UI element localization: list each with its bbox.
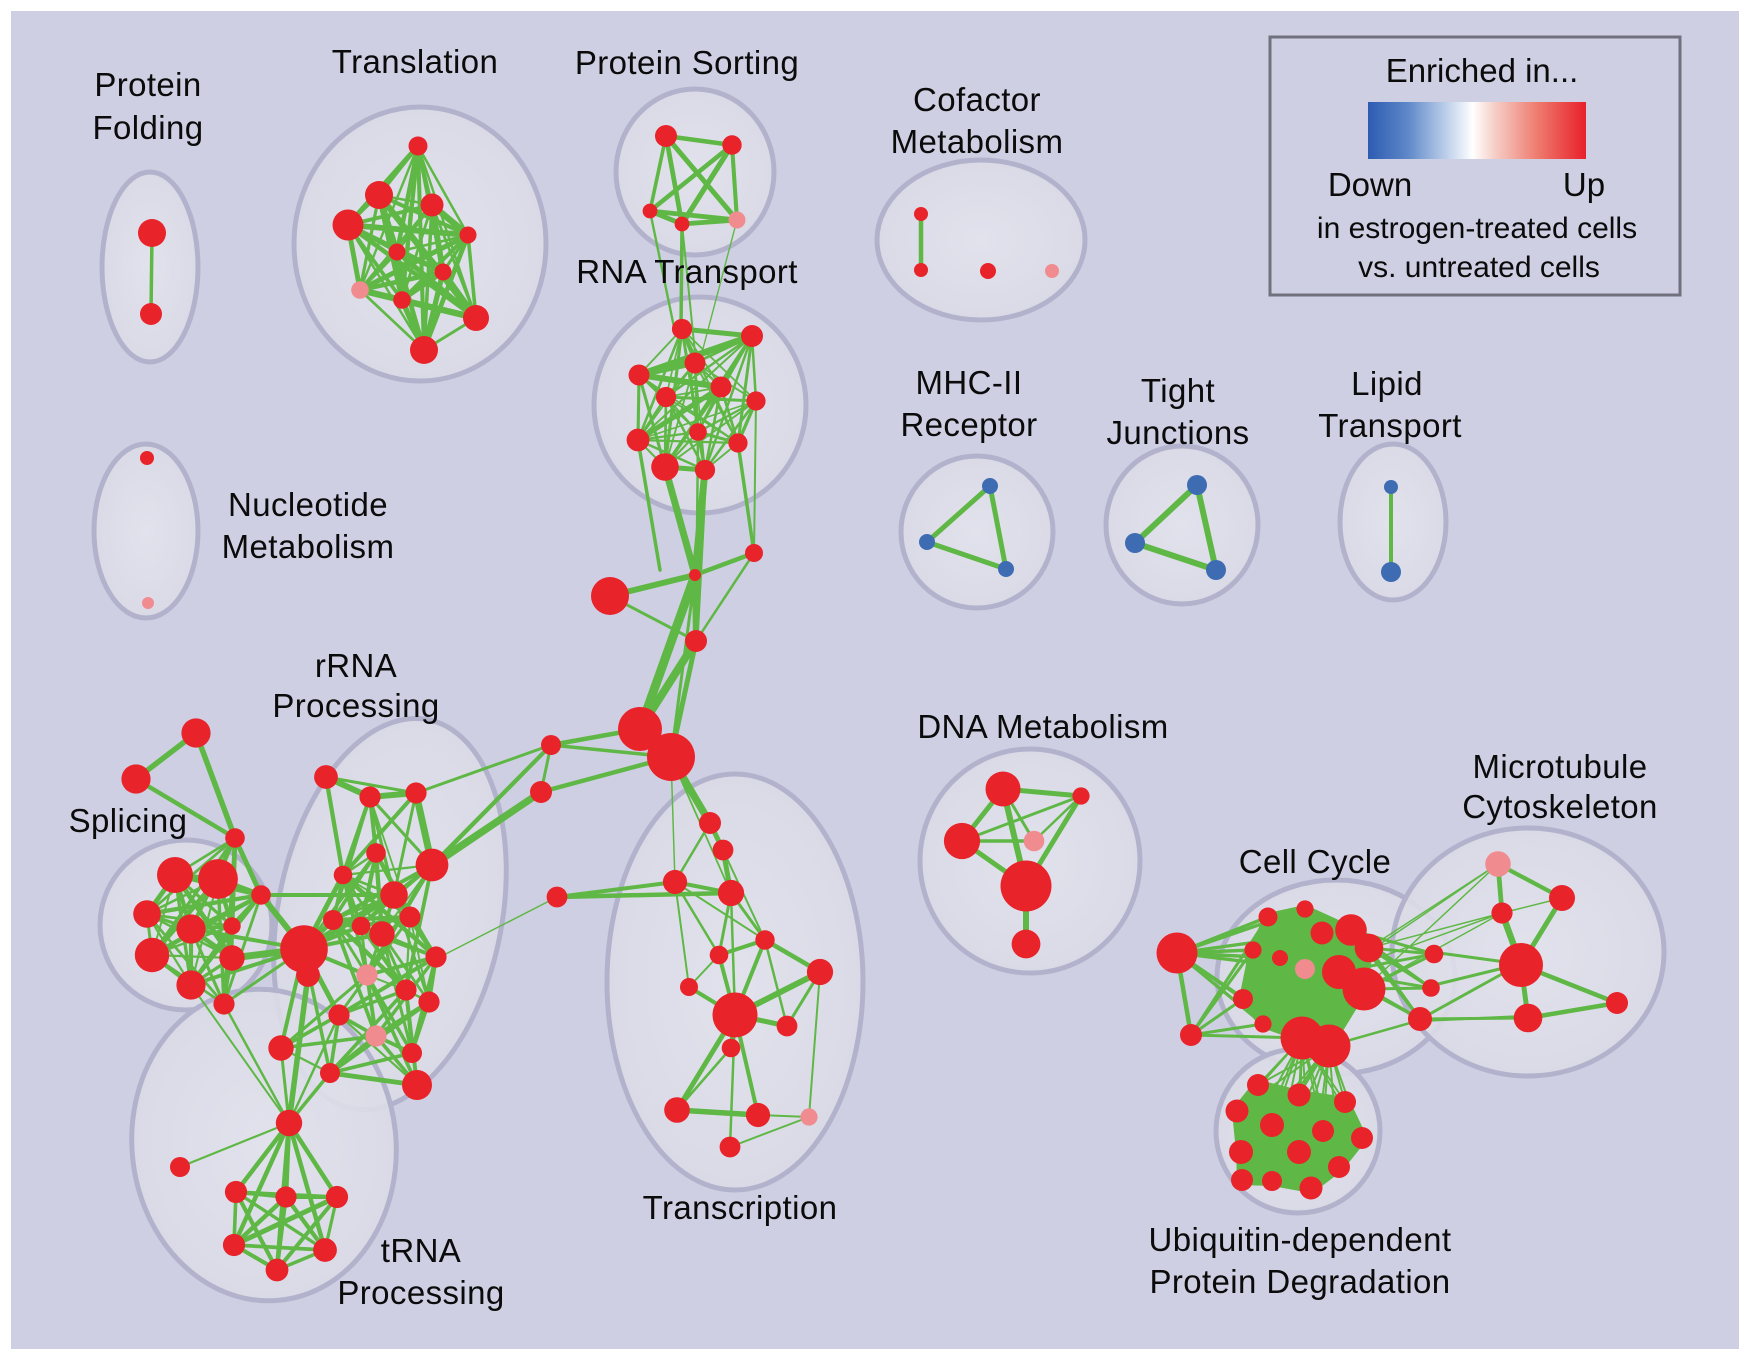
svg-text:Microtubule: Microtubule — [1473, 748, 1648, 785]
svg-text:Receptor: Receptor — [900, 406, 1037, 443]
svg-text:Up: Up — [1563, 166, 1605, 203]
svg-text:Transcription: Transcription — [643, 1189, 838, 1226]
svg-text:Transport: Transport — [1318, 407, 1462, 444]
svg-text:Enriched in...: Enriched in... — [1386, 52, 1579, 89]
svg-text:Cofactor: Cofactor — [913, 81, 1041, 118]
svg-text:Down: Down — [1328, 166, 1412, 203]
svg-text:Metabolism: Metabolism — [222, 528, 395, 565]
svg-text:Protein Sorting: Protein Sorting — [575, 44, 799, 81]
svg-text:Protein Degradation: Protein Degradation — [1149, 1263, 1450, 1300]
svg-text:Ubiquitin-dependent: Ubiquitin-dependent — [1149, 1221, 1452, 1258]
svg-text:vs. untreated cells: vs. untreated cells — [1358, 251, 1600, 284]
svg-text:Nucleotide: Nucleotide — [228, 486, 388, 523]
svg-text:MHC-II: MHC-II — [916, 364, 1023, 401]
svg-text:Metabolism: Metabolism — [891, 123, 1064, 160]
svg-text:Junctions: Junctions — [1106, 414, 1249, 451]
svg-text:Cell Cycle: Cell Cycle — [1239, 843, 1392, 880]
svg-text:Cytoskeleton: Cytoskeleton — [1462, 788, 1658, 825]
svg-text:in estrogen-treated cells: in estrogen-treated cells — [1317, 212, 1637, 245]
svg-text:Lipid: Lipid — [1351, 365, 1423, 402]
svg-text:RNA Transport: RNA Transport — [576, 253, 798, 290]
svg-text:Splicing: Splicing — [69, 802, 188, 839]
svg-text:Processing: Processing — [272, 687, 439, 724]
svg-text:Tight: Tight — [1141, 372, 1215, 409]
svg-text:Protein: Protein — [94, 66, 201, 103]
svg-text:tRNA: tRNA — [381, 1232, 461, 1269]
svg-text:DNA Metabolism: DNA Metabolism — [917, 708, 1168, 745]
svg-text:Processing: Processing — [337, 1274, 504, 1311]
svg-text:rRNA: rRNA — [315, 647, 397, 684]
svg-text:Folding: Folding — [92, 109, 203, 146]
svg-text:Translation: Translation — [332, 43, 498, 80]
